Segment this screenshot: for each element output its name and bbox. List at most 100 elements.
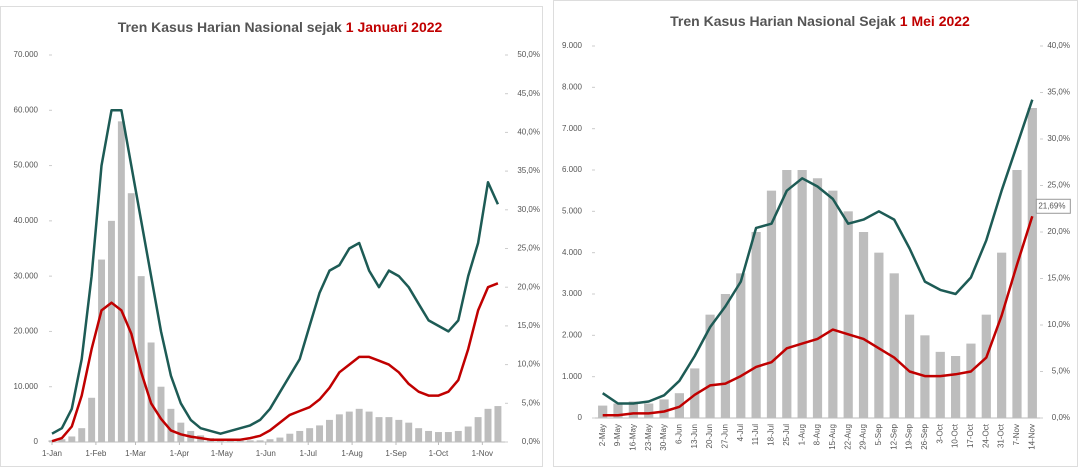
y2-tick-label: 10,0%: [1047, 320, 1070, 329]
bar: [705, 314, 715, 418]
bar: [889, 273, 899, 418]
x-tick-label: 23-May: [644, 424, 653, 451]
bar: [951, 356, 961, 418]
y2-tick-label: 30,0%: [1047, 134, 1070, 143]
bar: [464, 426, 472, 442]
y-tick-label: 8.000: [562, 82, 583, 91]
bar: [385, 417, 393, 442]
bar: [127, 193, 135, 442]
bar: [345, 411, 353, 442]
bar: [628, 401, 638, 418]
bar: [797, 170, 807, 418]
bar: [296, 430, 304, 442]
bar: [117, 121, 125, 442]
title-highlight: 1 Mei 2022: [900, 13, 970, 29]
bar: [997, 252, 1007, 418]
bar: [966, 343, 976, 418]
x-tick-label: 11-Jul: [751, 424, 760, 445]
y-tick-label: 0: [34, 437, 39, 446]
bar: [454, 430, 462, 442]
series-line: [602, 99, 1034, 405]
y-tick-label: 9.000: [562, 41, 583, 50]
bar: [444, 432, 452, 442]
y2-tick-label: 40,0%: [1047, 41, 1070, 50]
x-tick-label: 20-Jun: [705, 424, 714, 448]
bar: [256, 440, 264, 442]
title-text: Tren Kasus Harian Nasional sejak: [118, 19, 342, 35]
y-tick-label: 20.000: [14, 327, 39, 336]
bar: [68, 436, 76, 442]
x-tick-label: 27-Jun: [721, 424, 730, 448]
bar: [843, 211, 853, 418]
bar: [644, 403, 654, 418]
bar: [736, 273, 746, 418]
chart-title: Tren Kasus Harian Nasional sejak 1 Januar…: [118, 19, 443, 35]
bar: [78, 428, 86, 442]
data-label: 21,69%: [1038, 201, 1065, 210]
bar: [276, 437, 284, 442]
x-tick-label: 14-Nov: [1027, 424, 1036, 450]
bar: [904, 314, 915, 418]
bar: [935, 351, 945, 418]
bar: [828, 190, 838, 418]
x-tick-label: 10-Oct: [951, 423, 960, 448]
y-tick-label: 3.000: [562, 289, 583, 298]
x-tick-label: 29-Aug: [859, 424, 868, 450]
x-tick-label: 25-Jul: [782, 424, 791, 446]
bar: [494, 406, 502, 442]
x-tick-label: 1-Nov: [472, 449, 493, 458]
title-highlight: 1 Januari 2022: [346, 19, 443, 35]
y2-tick-label: 35,0%: [517, 166, 540, 175]
bar: [147, 342, 155, 442]
bar: [246, 440, 254, 442]
bar: [395, 419, 403, 442]
series-line: [51, 109, 500, 435]
bar: [981, 314, 991, 418]
y2-tick-label: 35,0%: [1047, 88, 1070, 97]
x-tick-label: 1-Feb: [85, 449, 106, 458]
x-tick-label: 31-Oct: [997, 423, 1006, 448]
y-tick-label: 5.000: [562, 206, 583, 215]
y-tick-label: 30.000: [14, 271, 39, 280]
x-tick-label: 1-Sep: [385, 449, 407, 458]
bar: [286, 433, 294, 442]
bar: [177, 422, 185, 442]
x-tick-label: 17-Oct: [966, 423, 975, 448]
y2-tick-label: 30,0%: [517, 205, 540, 214]
bar: [1027, 108, 1037, 418]
x-tick-label: 1-Jun: [256, 449, 276, 458]
y-tick-label: 60.000: [14, 105, 39, 114]
x-tick-label: 1-Oct: [429, 449, 449, 458]
y-tick-label: 7.000: [562, 124, 583, 133]
y2-tick-label: 0,0%: [522, 437, 540, 446]
x-tick-label: 1-Jan: [42, 449, 62, 458]
y2-tick-label: 45,0%: [517, 89, 540, 98]
bar: [690, 368, 700, 418]
bar: [355, 408, 363, 442]
x-tick-label: 1-Aug: [797, 424, 806, 445]
bar: [137, 276, 145, 442]
x-tick-label: 1-Apr: [170, 449, 190, 458]
y2-tick-label: 0,0%: [1052, 413, 1070, 422]
bar: [88, 397, 96, 442]
x-tick-label: 1-Jul: [300, 449, 318, 458]
x-tick-label: 1-Aug: [341, 449, 362, 458]
x-tick-label: 1-May: [211, 449, 233, 458]
y-tick-label: 1.000: [562, 372, 583, 381]
bar: [858, 232, 869, 418]
x-tick-label: 18-Jul: [767, 424, 776, 446]
x-tick-label: 7-Nov: [1012, 424, 1021, 445]
bar: [812, 178, 823, 418]
bar: [405, 422, 413, 442]
y-tick-label: 6.000: [562, 165, 583, 174]
y-tick-label: 10.000: [14, 382, 39, 391]
y2-tick-label: 10,0%: [517, 360, 540, 369]
bar: [659, 399, 669, 418]
bar: [720, 294, 731, 418]
bar: [266, 439, 274, 442]
bar: [375, 417, 383, 442]
x-tick-label: 9-May: [613, 424, 622, 446]
y-tick-label: 50.000: [14, 161, 39, 170]
bar: [415, 428, 423, 442]
bar: [98, 259, 106, 442]
